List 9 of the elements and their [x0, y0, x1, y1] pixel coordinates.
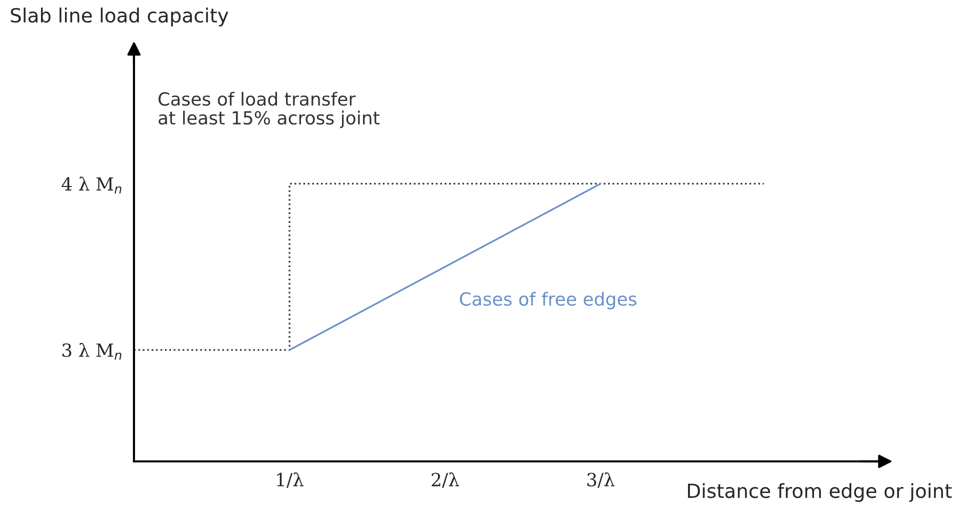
text: Cases of load transfer at least 15% across joint — [158, 92, 380, 128]
y-tick-label: 3 λ M$_{n}$ — [62, 342, 122, 360]
chart-title: Slab line load capacity — [10, 8, 228, 26]
y-tick-label: 4 λ M$_{n}$ — [62, 176, 122, 194]
series-label: Cases of free edges — [460, 292, 636, 310]
x-tick-label: 1/λ — [277, 472, 304, 488]
x-axis-title: Distance from edge or joint — [688, 483, 952, 502]
x-tick-label: 2/λ — [432, 472, 460, 488]
x-tick-label: 3/λ — [587, 472, 615, 488]
